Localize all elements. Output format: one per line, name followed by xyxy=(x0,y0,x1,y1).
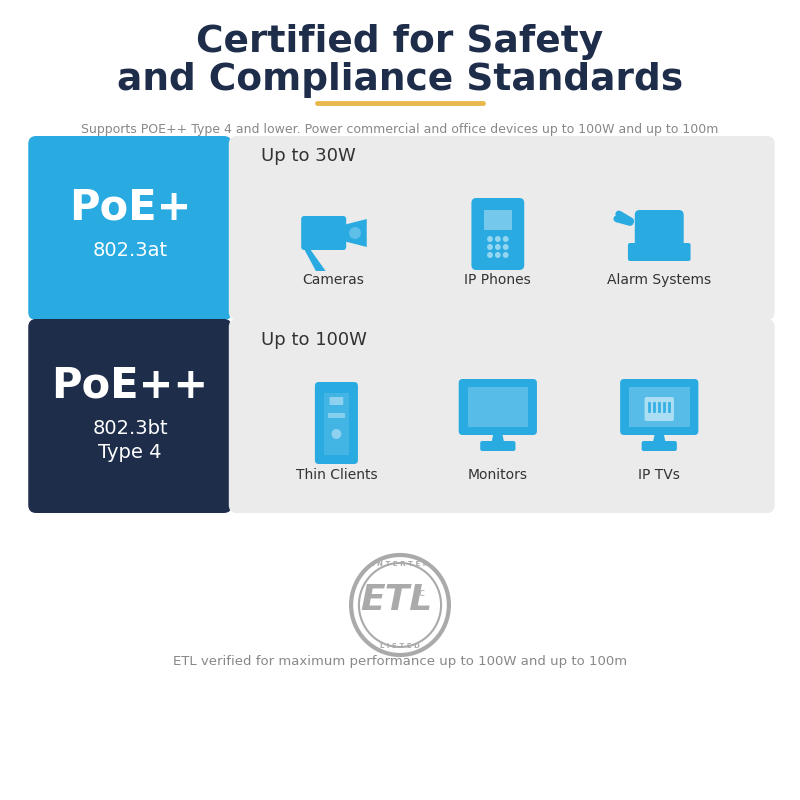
Text: IP TVs: IP TVs xyxy=(638,468,680,482)
Text: IP Phones: IP Phones xyxy=(465,273,531,287)
FancyBboxPatch shape xyxy=(328,413,346,418)
Text: PoE+: PoE+ xyxy=(69,187,191,229)
FancyBboxPatch shape xyxy=(634,210,684,252)
FancyBboxPatch shape xyxy=(28,136,232,320)
Text: Cameras: Cameras xyxy=(302,273,365,287)
FancyBboxPatch shape xyxy=(458,379,537,435)
Circle shape xyxy=(495,252,501,258)
Text: Thin Clients: Thin Clients xyxy=(295,468,378,482)
Text: Type 4: Type 4 xyxy=(98,442,162,462)
Text: Certified for Safety: Certified for Safety xyxy=(196,24,604,60)
Text: I N T E R T E K: I N T E R T E K xyxy=(372,561,428,567)
Polygon shape xyxy=(491,431,505,445)
FancyBboxPatch shape xyxy=(471,198,524,270)
Circle shape xyxy=(487,244,493,250)
FancyBboxPatch shape xyxy=(642,441,677,451)
Circle shape xyxy=(487,236,493,242)
FancyBboxPatch shape xyxy=(645,397,674,421)
Circle shape xyxy=(502,252,509,258)
Polygon shape xyxy=(304,249,326,271)
Text: Monitors: Monitors xyxy=(468,468,528,482)
FancyBboxPatch shape xyxy=(229,319,774,513)
FancyBboxPatch shape xyxy=(330,397,343,405)
Text: PoE++: PoE++ xyxy=(51,364,209,406)
FancyBboxPatch shape xyxy=(315,382,358,464)
FancyBboxPatch shape xyxy=(28,319,232,513)
Circle shape xyxy=(502,244,509,250)
Circle shape xyxy=(495,236,501,242)
Text: 802.3bt: 802.3bt xyxy=(92,418,168,438)
Circle shape xyxy=(487,252,493,258)
Text: Up to 100W: Up to 100W xyxy=(261,331,367,349)
Text: Up to 30W: Up to 30W xyxy=(261,147,356,165)
FancyBboxPatch shape xyxy=(324,393,349,455)
FancyBboxPatch shape xyxy=(484,210,511,230)
Circle shape xyxy=(502,236,509,242)
FancyBboxPatch shape xyxy=(229,136,774,320)
Polygon shape xyxy=(343,219,366,247)
Text: Alarm Systems: Alarm Systems xyxy=(607,273,711,287)
Circle shape xyxy=(349,227,361,239)
FancyBboxPatch shape xyxy=(628,243,690,261)
FancyBboxPatch shape xyxy=(301,216,346,250)
Text: c: c xyxy=(418,588,425,598)
FancyBboxPatch shape xyxy=(629,387,690,427)
Text: ETL verified for maximum performance up to 100W and up to 100m: ETL verified for maximum performance up … xyxy=(173,655,627,669)
FancyBboxPatch shape xyxy=(480,441,515,451)
Polygon shape xyxy=(652,431,666,445)
Text: ETL: ETL xyxy=(360,583,432,617)
Text: Supports POE++ Type 4 and lower. Power commercial and office devices up to 100W : Supports POE++ Type 4 and lower. Power c… xyxy=(82,123,718,137)
FancyBboxPatch shape xyxy=(620,379,698,435)
Circle shape xyxy=(495,244,501,250)
Text: 802.3at: 802.3at xyxy=(93,241,167,259)
Text: L I S T E D: L I S T E D xyxy=(380,643,420,649)
FancyBboxPatch shape xyxy=(467,387,528,427)
Circle shape xyxy=(331,429,342,439)
Text: and Compliance Standards: and Compliance Standards xyxy=(117,62,683,98)
